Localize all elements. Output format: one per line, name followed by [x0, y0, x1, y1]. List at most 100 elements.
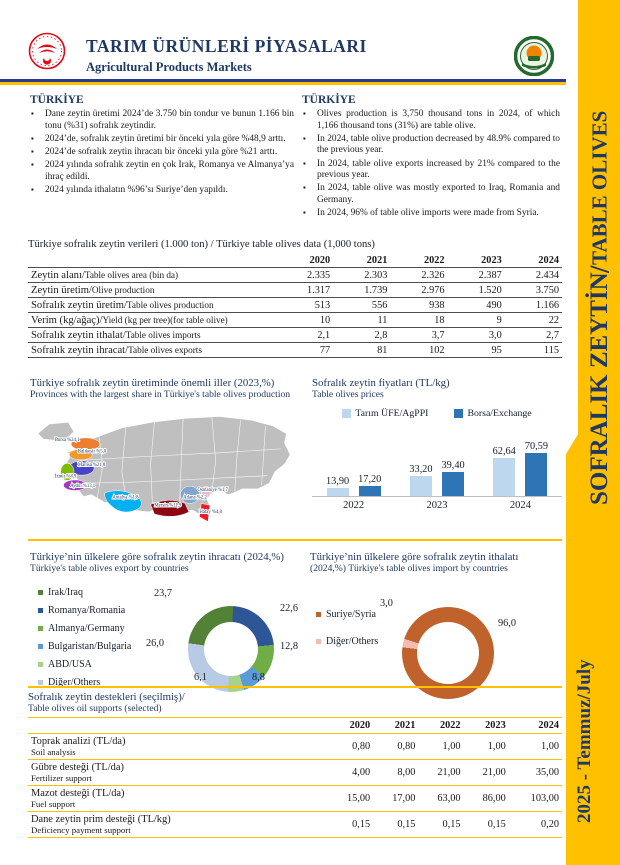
- cell: 2.387: [447, 267, 505, 283]
- x-tick: 2022: [343, 500, 365, 511]
- export-legend: Irak/Iraq Romanya/Romania Almanya/German…: [38, 587, 131, 695]
- prices-chart-section: Sofralık zeytin fiyatları (TL/kg) Table …: [312, 377, 562, 511]
- cell: 21,00: [418, 759, 464, 786]
- province-aydin: [63, 479, 87, 491]
- cell: 1,00: [508, 733, 562, 760]
- cell: 556: [333, 297, 391, 313]
- cell: 2,1: [276, 327, 334, 343]
- list-item: In 2024, 96% of table olive imports were…: [302, 208, 560, 220]
- import-title-tr: Türkiye’nin ülkelere göre sofralık zeyti…: [310, 551, 519, 563]
- prices-x-axis: 2022 2023 2024: [312, 500, 562, 511]
- list-item: In 2024, table olive production decrease…: [302, 134, 560, 157]
- row-label: Mazot desteği (TL/da) Fuel support: [28, 785, 328, 812]
- cell: 3.750: [504, 282, 562, 298]
- row-label: Dane zeytin prim desteği (TL/kg) Deficien…: [28, 811, 328, 838]
- list-item: 2024 yılında ithalatın %96’sı Suriye’den…: [30, 185, 294, 197]
- row-label: Zeytin alanı/Table olives area (bin da): [28, 267, 276, 283]
- cell: 2.326: [390, 267, 448, 283]
- cell: 1,00: [418, 733, 464, 760]
- bar-agppi-2022: [326, 487, 349, 496]
- cell: 17,00: [373, 785, 419, 812]
- page-subtitle: Agricultural Products Markets: [86, 60, 252, 74]
- bar-agppi-2024: [493, 457, 516, 496]
- row-label: Sofralık zeytin ithalat/Table olives imp…: [28, 327, 276, 343]
- import-legend: Suriye/Syria Diğer/Others: [316, 609, 378, 654]
- cell: 2.303: [333, 267, 391, 283]
- table-row: Sofralık zeytin ihracat/Table olives exp…: [28, 342, 562, 358]
- header-rule-gold: [0, 82, 566, 85]
- section-divider-gold: [28, 539, 562, 541]
- institute-logo-icon: [513, 35, 555, 77]
- list-item: 2024 yılında sofralık zeytin en çok Irak…: [30, 160, 294, 183]
- export-donut-chart: [188, 606, 274, 692]
- syria-swatch-icon: [316, 612, 321, 617]
- bar-value-label: 39,40: [441, 460, 465, 471]
- table-row: Mazot desteği (TL/da) Fuel support 15,00 …: [28, 785, 562, 812]
- table-row: Sofralık zeytin üretim/Table olives prod…: [28, 297, 562, 313]
- table-row: Zeytin alanı/Table olives area (bin da) …: [28, 267, 562, 283]
- olives-data-section: Türkiye sofralık zeytin verileri (1.000 …: [28, 239, 562, 358]
- bulgaria-swatch-icon: [38, 644, 43, 649]
- map-label-osmaniye: Osmaniye %1,7: [198, 488, 229, 493]
- cell: 11: [333, 312, 391, 328]
- bar-value-label: 70,59: [524, 440, 548, 452]
- table2-title-tr: Sofralık zeytin destekleri (seçilmiş)/: [28, 691, 185, 703]
- row-label: Gübre desteği (TL/da) Fertilizer support: [28, 759, 328, 786]
- cell: 0,15: [328, 811, 374, 838]
- table-header-row: 2020 2021 2022 2023 2024: [28, 717, 562, 734]
- province-mersin: [150, 500, 190, 517]
- legend-item: Bulgaristan/Bulgaria: [38, 641, 131, 652]
- legend-item-exchange: Borsa/Exchange: [454, 408, 532, 419]
- table-header-row: 2020 2021 2022 2023 2024: [28, 253, 562, 268]
- agppi-swatch-icon: [342, 409, 352, 418]
- import-title-en: (2024,%) Türkiye's table olives import b…: [310, 563, 508, 574]
- cell: 1.166: [504, 297, 562, 313]
- province-antalya: [104, 490, 142, 513]
- prices-title-tr: Sofralık zeytin fiyatları (TL/kg): [312, 377, 450, 389]
- cell: 490: [447, 297, 505, 313]
- legend-item: Almanya/Germany: [38, 623, 131, 634]
- x-tick: 2023: [426, 500, 448, 511]
- legend-item: Romanya/Romania: [38, 605, 131, 616]
- year-header: 2020: [328, 717, 374, 734]
- cell: 63,00: [418, 785, 464, 812]
- donut-label-bulgaria: 8,8: [252, 672, 265, 683]
- others-swatch-icon: [38, 680, 43, 685]
- bar-value-label: 13,90: [325, 475, 350, 487]
- donut-label-others: 26,0: [146, 638, 165, 649]
- legend-item: Irak/Iraq: [38, 587, 131, 598]
- olives-data-table: 2020 2021 2022 2023 2024 Zeytin alanı/Ta…: [28, 253, 562, 358]
- row-label: Verim (kg/ağaç)/Yield (kg per tree)(for …: [28, 312, 276, 328]
- cell: 77: [276, 342, 334, 358]
- table-row: Zeytin üretim/Olive production 1.317 1.7…: [28, 282, 562, 298]
- cell: 1.520: [447, 282, 505, 298]
- cell: 3,0: [447, 327, 505, 343]
- bar-group-2022: 13,90 17,20: [312, 474, 395, 496]
- highlights-en-heading: TÜRKİYE: [302, 94, 356, 106]
- list-item: 2024’de sofralık zeytin ihracatı bir önc…: [30, 147, 294, 159]
- list-item: Dane zeytin üretimi 2024’de 3.750 bin to…: [30, 109, 294, 132]
- bar-exchange-2022: [358, 485, 381, 496]
- map-label-bursa: Bursa %24,1: [55, 438, 80, 443]
- cell: 103,00: [508, 785, 562, 812]
- year-header: 2022: [418, 717, 464, 734]
- cell: 0,15: [373, 811, 419, 838]
- bar-exchange-2023: [442, 472, 465, 496]
- year-header: 2024: [504, 253, 562, 268]
- sidebar-issue-date: 2025 - Temmuz/July: [574, 659, 595, 823]
- cell: 2,7: [504, 327, 562, 343]
- province-adana: [180, 485, 200, 504]
- supports-section: Sofralık zeytin destekleri (seçilmiş)/ T…: [28, 691, 562, 838]
- sidebar-title-en: TABLE OLIVES: [587, 110, 612, 266]
- section-divider-gold-2: [28, 686, 562, 688]
- province-balikesir: [69, 449, 93, 461]
- table-row: Dane zeytin prim desteği (TL/kg) Deficien…: [28, 811, 562, 838]
- bar-exchange-2024: [525, 452, 548, 496]
- donut-label-iraq: 23,7: [154, 588, 173, 599]
- map-label-mersin: Mersin %11,9: [154, 503, 181, 508]
- legend-item: ABD/USA: [38, 659, 131, 670]
- map-title-en: Provinces with the largest share in Türk…: [30, 389, 291, 400]
- highlights-en-list: Olives production is 3,750 thousand tons…: [302, 109, 560, 220]
- map-label-hatay: Hatay %4,8: [199, 510, 222, 515]
